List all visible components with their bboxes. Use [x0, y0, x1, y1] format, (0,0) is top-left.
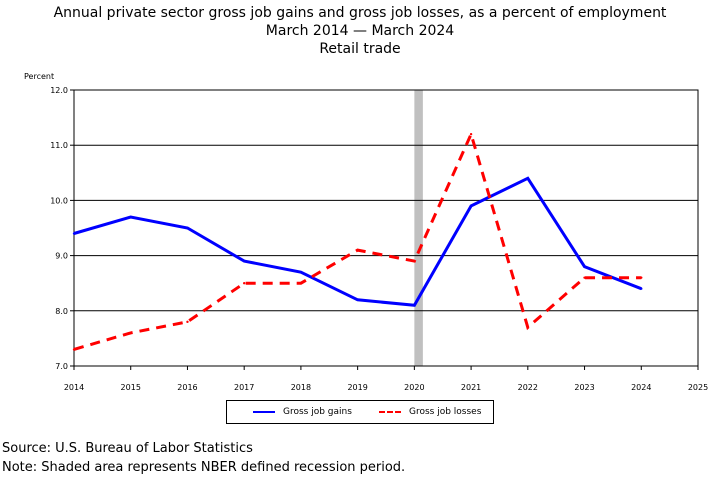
data-point-gains [299, 270, 303, 274]
data-point-gains [526, 177, 530, 180]
chart-title: Annual private sector gross job gains an… [53, 5, 667, 21]
recession-note: Note: Shaded area represents NBER define… [2, 460, 406, 475]
data-point-gains [469, 204, 473, 208]
legend-label-gains: Gross job gains [283, 407, 352, 417]
chart-date-range: March 2014 — March 2024 [265, 23, 455, 39]
x-tick-label: 2020 [404, 383, 424, 392]
x-tick-label: 2016 [177, 383, 197, 392]
data-point-gains [186, 226, 189, 230]
data-point-losses [526, 326, 530, 329]
x-tick-label: 2024 [631, 383, 651, 392]
x-tick-label: 2018 [291, 383, 311, 392]
data-point-losses [356, 248, 359, 252]
chart-industry: Retail trade [319, 41, 401, 57]
data-point-losses [299, 282, 303, 285]
y-tick-label: 10.0 [50, 196, 68, 205]
x-tick-label: 2014 [64, 383, 84, 392]
x-tick-label: 2023 [574, 383, 594, 392]
data-point-gains [129, 215, 132, 219]
legend-item-losses: Gross job losses [379, 401, 481, 423]
x-tick-label: 2017 [234, 383, 254, 392]
data-point-gains [640, 287, 643, 290]
legend-swatch-losses [379, 411, 401, 413]
data-point-losses [72, 348, 76, 351]
grid-layer [74, 89, 698, 367]
recession-band [414, 90, 423, 366]
y-tick-label: 9.0 [55, 252, 68, 261]
x-tick-label: 2019 [347, 383, 367, 392]
data-point-gains [72, 232, 76, 235]
data-point-gains [413, 304, 416, 307]
y-tick-label: 12.0 [50, 86, 68, 95]
data-point-gains [356, 298, 359, 301]
axis-layer: 7.0 8.0 9.0 10.0 11.0 12.0 2014 2015 2016 2017 201… [50, 86, 708, 392]
data-point-losses [186, 320, 189, 324]
legend-item-gains: Gross job gains [253, 401, 352, 423]
y-tick-label: 11.0 [50, 141, 68, 150]
y-tick-label: 8.0 [55, 307, 68, 316]
data-point-losses [640, 276, 643, 279]
data-point-gains [242, 259, 246, 263]
x-tick-label: 2022 [518, 383, 538, 392]
source-note: Source: U.S. Bureau of Labor Statistics [2, 441, 253, 456]
legend-swatch-gains [253, 411, 275, 413]
data-point-losses [242, 282, 246, 285]
x-tick-label: 2025 [688, 383, 708, 392]
data-point-losses [129, 331, 132, 335]
legend: Gross job gains Gross job losses [226, 400, 494, 424]
series-layer [72, 129, 643, 351]
plot-frame [73, 89, 699, 367]
x-tick-label: 2021 [461, 383, 481, 392]
data-point-losses [413, 259, 416, 263]
series-line-losses [73, 129, 642, 351]
legend-label-losses: Gross job losses [409, 407, 482, 417]
y-tick-label: 7.0 [55, 362, 68, 371]
x-tick-label: 2015 [121, 383, 141, 392]
recession-layer [414, 90, 423, 366]
series-line-gains [73, 176, 642, 307]
chart-title-block: Annual private sector gross job gains an… [0, 4, 720, 58]
data-point-gains [583, 265, 586, 268]
data-point-losses [469, 132, 473, 136]
data-point-losses [583, 276, 586, 279]
y-axis-label: Percent [24, 72, 55, 81]
